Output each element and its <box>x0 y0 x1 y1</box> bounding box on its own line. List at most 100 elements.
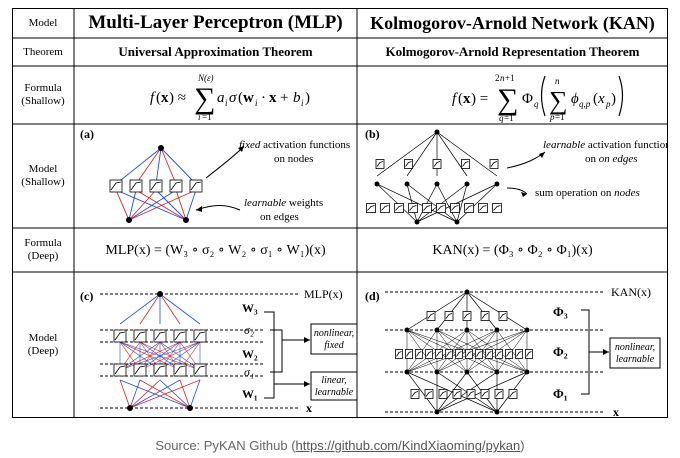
svg-text:x: x <box>269 90 277 106</box>
kan-shallow-inner-activation-curve <box>479 205 487 211</box>
kan-deep-activation-curve <box>426 351 432 357</box>
kan-shallow-in-edge <box>376 183 418 223</box>
kan-title: Kolmogorov-Arnold Network (KAN) <box>370 12 655 33</box>
svg-text:∑: ∑ <box>194 82 215 115</box>
kan-deep-activation <box>480 311 490 321</box>
kan-shallow-outer-activation-curve <box>462 161 469 167</box>
kan-shallow-in-edge <box>456 183 498 223</box>
mlp-shallow-output-node <box>158 145 164 151</box>
kan-deep-activation <box>508 389 518 399</box>
mlp-title: Multi-Layer Perceptron (MLP) <box>88 12 343 33</box>
kan-deep-activation-curve <box>406 351 412 357</box>
layer-w2: W₂ <box>242 347 258 361</box>
mlp-theorem: Universal Approximation Theorem <box>118 44 313 59</box>
kan-deep-output-label: KAN(x) <box>611 285 651 299</box>
mlp-shallow-in-edge <box>115 189 130 221</box>
label-learnable-activation: learnable activation functions <box>543 139 668 151</box>
kan-shallow-inner-activation-curve <box>465 205 473 211</box>
svg-text:f: f <box>150 90 156 106</box>
kan-deep-node <box>524 327 530 333</box>
kan-deep-input-node <box>434 409 440 415</box>
svg-text:n: n <box>555 76 560 86</box>
svg-text:): ) <box>611 91 616 107</box>
mlp-deep-edge <box>119 341 161 371</box>
svg-text:∑: ∑ <box>549 86 568 115</box>
mlp-shallow-in-edge <box>155 189 187 221</box>
kan-shallow-inner-activation-curve <box>395 205 403 211</box>
mlp-deep-activation-box <box>133 329 147 343</box>
layer-phi3: Φ₃ <box>553 304 568 319</box>
kan-deep-input-label: x <box>613 405 619 418</box>
kan-shallow-inner-activation-curve <box>409 205 417 211</box>
row-label-theorem: Theorem <box>23 45 63 58</box>
kan-deep-activation-curve <box>463 313 471 319</box>
kan-shallow-outer-activation <box>461 159 470 169</box>
kan-deep-node <box>494 369 500 375</box>
kan-deep-activation <box>426 311 436 321</box>
kan-shallow-input-node <box>454 219 460 225</box>
mlp-deep-activation-box <box>193 363 207 377</box>
mlp-shallow-activation-box-curve <box>130 181 142 191</box>
svg-text:i: i <box>198 112 201 122</box>
kan-deep-activation <box>424 389 434 399</box>
kan-deep-activation-curve <box>411 391 419 397</box>
kan-shallow-outer-activation-curve <box>405 161 412 167</box>
mlp-deep-network <box>113 291 207 411</box>
svg-text:linear,: linear, <box>321 375 346 386</box>
svg-text:ϕ: ϕ <box>571 91 579 107</box>
mlp-deep-activation-box <box>153 363 167 377</box>
kan-deep-activation-curve <box>495 391 503 397</box>
svg-text:) ≈: ) ≈ <box>169 90 186 106</box>
kan-shallow-outer-activation-curve <box>376 161 384 167</box>
mlp-deep-edge <box>139 341 201 371</box>
mlp-shallow-input-node-2 <box>183 217 189 223</box>
mlp-shallow-in-edge <box>128 189 157 221</box>
svg-text:x: x <box>463 91 471 107</box>
mlp-shallow-edges <box>115 147 197 221</box>
svg-text:a: a <box>217 90 225 106</box>
kan-deep-activation-curve <box>496 351 502 357</box>
source-link[interactable]: https://github.com/KindXiaoming/pykan <box>295 438 521 453</box>
kan-deep-activation <box>525 349 533 359</box>
svg-text:=1: =1 <box>504 113 514 123</box>
kan-deep-activation-curve <box>486 351 492 357</box>
kan-deep-activation-curve <box>439 391 447 397</box>
mlp-deep-output-label: MLP(x) <box>304 287 343 301</box>
kan-shallow-outer-activation-curve <box>433 161 441 167</box>
kan-shallow-inner-activation-curve <box>381 205 389 211</box>
mlp-deep-edge <box>119 293 161 325</box>
kan-shallow-inner-activation <box>394 203 404 213</box>
mlp-deep-edge <box>159 293 201 325</box>
mlp-deep-edge <box>129 379 141 409</box>
mlp-deep-edge <box>179 379 191 409</box>
svg-text:(: ( <box>156 90 161 106</box>
kan-deep-activation-curve <box>481 391 489 397</box>
svg-text:nonlinear,: nonlinear, <box>615 342 655 353</box>
mlp-shallow-activation-box <box>149 179 163 193</box>
mlp-shallow-activation-box <box>109 179 123 193</box>
svg-text:nonlinear,: nonlinear, <box>314 328 354 339</box>
svg-text:=1: =1 <box>555 112 565 122</box>
table-grid <box>12 8 668 418</box>
kan-deep-activation-curve <box>509 391 517 397</box>
svg-text:=1: =1 <box>202 112 212 122</box>
kan-deep-node <box>404 369 410 375</box>
kan-shallow-inner-activation <box>478 203 488 213</box>
kan-deep-activation <box>494 389 504 399</box>
mlp-shallow-activation-box-curve <box>170 181 182 191</box>
mlp-deep-activation-box <box>173 363 187 377</box>
mlp-shallow-in-edge <box>128 189 137 221</box>
kan-deep-activation-curve <box>506 351 512 357</box>
arrow-sum-operation <box>506 187 528 195</box>
layer-w1: W₁ <box>242 387 258 401</box>
kan-deep-activation-curve <box>481 313 489 319</box>
mlp-shallow-out-edge <box>135 147 162 185</box>
kan-deep-node <box>524 369 530 375</box>
kan-shallow-diagram: (b) learnable activation functions on on… <box>365 127 668 225</box>
arrow-learnable-weights <box>195 205 241 211</box>
svg-text:x: x <box>161 90 169 106</box>
kan-shallow-network <box>366 129 502 225</box>
kan-deep-activation <box>425 349 433 359</box>
